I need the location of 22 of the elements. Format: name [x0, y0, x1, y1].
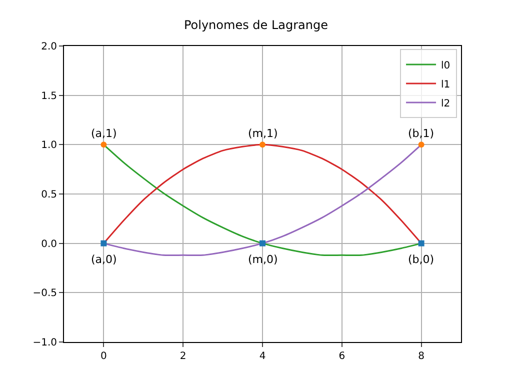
x-tick-label: 4: [259, 351, 266, 362]
x-tick-label: 8: [418, 351, 424, 362]
legend-label: l0: [441, 60, 450, 72]
annotation: (a,0): [91, 253, 117, 266]
legend-label: l1: [441, 79, 450, 90]
x-tick-label: 0: [100, 351, 107, 362]
chart-title: Polynomes de Lagrange: [184, 18, 328, 32]
y-tick-label: 2.0: [41, 42, 57, 52]
x-tick-label: 2: [180, 351, 186, 362]
y-tick-label: 0.5: [41, 190, 57, 200]
x-tick-label: 6: [338, 351, 346, 362]
annotation: (m,0): [248, 253, 278, 266]
y-tick-label: −1.0: [32, 338, 57, 348]
annotation: (a,1): [91, 127, 117, 140]
y-tick-label: −0.5: [32, 288, 57, 300]
y-tick-label: 0.0: [41, 238, 57, 250]
legend-label: l2: [441, 98, 450, 110]
annotation: (b,0): [408, 253, 434, 266]
y-tick-label: 1.0: [41, 140, 57, 152]
y-tick-label: 1.5: [41, 90, 57, 102]
annotation: (b,1): [408, 127, 434, 140]
annotation: (m,1): [248, 127, 278, 140]
